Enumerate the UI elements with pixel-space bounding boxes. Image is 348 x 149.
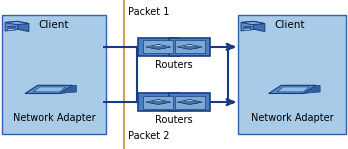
Polygon shape	[269, 85, 316, 94]
Text: Client: Client	[274, 20, 305, 30]
FancyBboxPatch shape	[103, 46, 109, 48]
FancyBboxPatch shape	[175, 96, 205, 108]
FancyBboxPatch shape	[138, 38, 179, 56]
Polygon shape	[33, 87, 66, 92]
Polygon shape	[254, 21, 265, 32]
Text: Network Adapter: Network Adapter	[13, 113, 95, 123]
Polygon shape	[241, 21, 265, 25]
Polygon shape	[177, 44, 202, 49]
Text: Packet 2: Packet 2	[128, 131, 169, 141]
FancyBboxPatch shape	[138, 93, 179, 111]
Polygon shape	[277, 87, 309, 92]
FancyBboxPatch shape	[7, 26, 15, 27]
Text: Routers: Routers	[155, 60, 193, 70]
Text: Packet 1: Packet 1	[128, 7, 169, 17]
Text: Network Adapter: Network Adapter	[251, 113, 334, 123]
Polygon shape	[303, 85, 320, 94]
Polygon shape	[146, 100, 171, 105]
Text: Client: Client	[38, 20, 69, 30]
FancyBboxPatch shape	[238, 15, 346, 134]
FancyBboxPatch shape	[2, 15, 106, 134]
FancyBboxPatch shape	[143, 40, 173, 53]
Text: Routers: Routers	[155, 115, 193, 125]
FancyBboxPatch shape	[169, 93, 210, 111]
Polygon shape	[5, 21, 29, 25]
FancyBboxPatch shape	[7, 28, 14, 30]
FancyBboxPatch shape	[103, 101, 109, 103]
Polygon shape	[60, 85, 77, 94]
Polygon shape	[25, 85, 72, 94]
Polygon shape	[177, 100, 202, 105]
FancyBboxPatch shape	[143, 96, 173, 108]
Polygon shape	[241, 21, 254, 31]
Polygon shape	[5, 21, 18, 31]
FancyBboxPatch shape	[175, 40, 205, 53]
FancyBboxPatch shape	[243, 28, 250, 30]
FancyBboxPatch shape	[169, 38, 210, 56]
Polygon shape	[18, 21, 29, 32]
FancyBboxPatch shape	[243, 26, 251, 27]
Polygon shape	[146, 44, 171, 49]
